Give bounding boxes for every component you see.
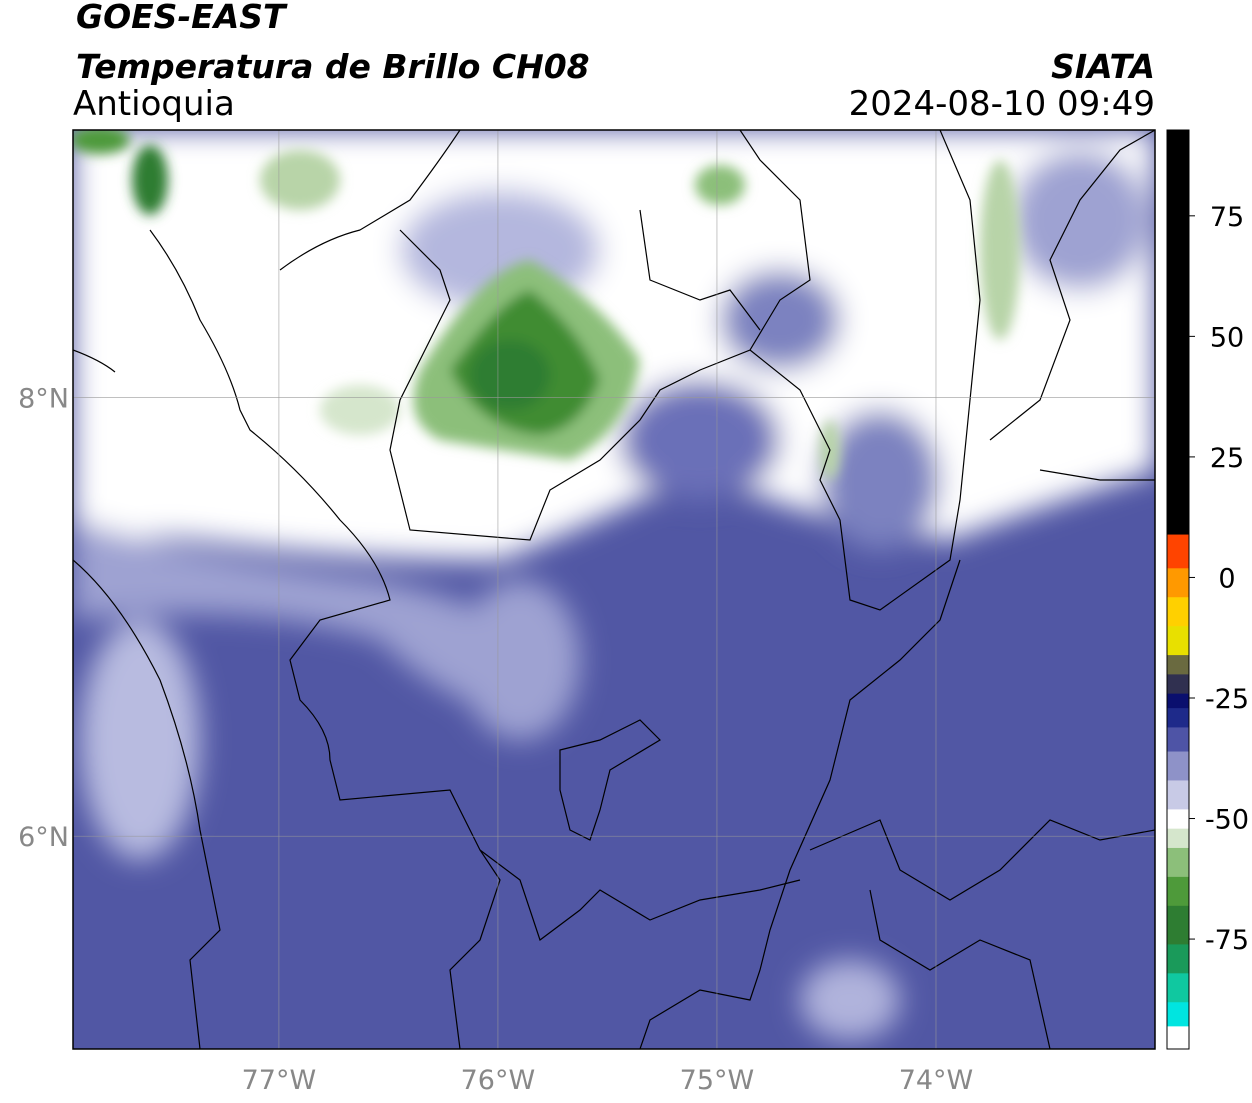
colorbar-band xyxy=(1167,876,1189,906)
colorbar-band xyxy=(1167,654,1189,675)
title: GOES-EAST xyxy=(76,0,288,36)
colorbar-tick-label: -25 xyxy=(1205,684,1249,715)
satellite-image xyxy=(73,130,1155,1049)
colorbar-band xyxy=(1167,673,1189,694)
colorbar-band xyxy=(1167,534,1189,569)
x-tick-label: 75°W xyxy=(680,1065,755,1096)
colorbar-tick-label: 50 xyxy=(1210,322,1244,353)
x-tick-label: 74°W xyxy=(899,1065,974,1096)
subtitle: Temperatura de Brillo CH08 xyxy=(76,47,590,86)
map-frame xyxy=(72,129,1156,1050)
colorbar-band xyxy=(1167,130,1189,535)
colorbar-tick-label: -75 xyxy=(1205,925,1249,956)
colorbar-band xyxy=(1167,707,1189,728)
colorbar-tick-label: 75 xyxy=(1210,202,1244,233)
colorbar-frame xyxy=(1166,129,1190,1050)
colorbar-tick-label: 25 xyxy=(1210,443,1244,474)
colorbar-band xyxy=(1167,828,1189,848)
source: SIATA xyxy=(1051,47,1155,86)
colorbar-band xyxy=(1167,625,1189,656)
colorbar-band xyxy=(1167,779,1189,810)
colorbar-band xyxy=(1167,596,1189,627)
region: Antioquia xyxy=(73,84,235,124)
colorbar-band xyxy=(1167,972,1189,1003)
colorbar-band xyxy=(1167,808,1189,829)
colorbar-band xyxy=(1167,1025,1189,1050)
colorbar-tick-label: 0 xyxy=(1218,563,1235,594)
colorbar-band xyxy=(1167,693,1189,709)
colorbar-band xyxy=(1167,1001,1189,1027)
timestamp: 2024-08-10 09:49 xyxy=(849,84,1155,124)
colorbar-tick-label: -50 xyxy=(1205,805,1249,836)
colorbar-band xyxy=(1167,847,1189,877)
x-tick-label: 77°W xyxy=(242,1065,317,1096)
colorbar-band xyxy=(1167,905,1189,945)
y-tick-label: 6°N xyxy=(18,822,69,853)
colorbar-band xyxy=(1167,751,1189,781)
colorbar-band xyxy=(1167,567,1189,598)
x-tick-label: 76°W xyxy=(461,1065,536,1096)
colorbar-band xyxy=(1167,726,1189,752)
y-tick-label: 8°N xyxy=(18,384,69,415)
colorbar-band xyxy=(1167,943,1189,974)
